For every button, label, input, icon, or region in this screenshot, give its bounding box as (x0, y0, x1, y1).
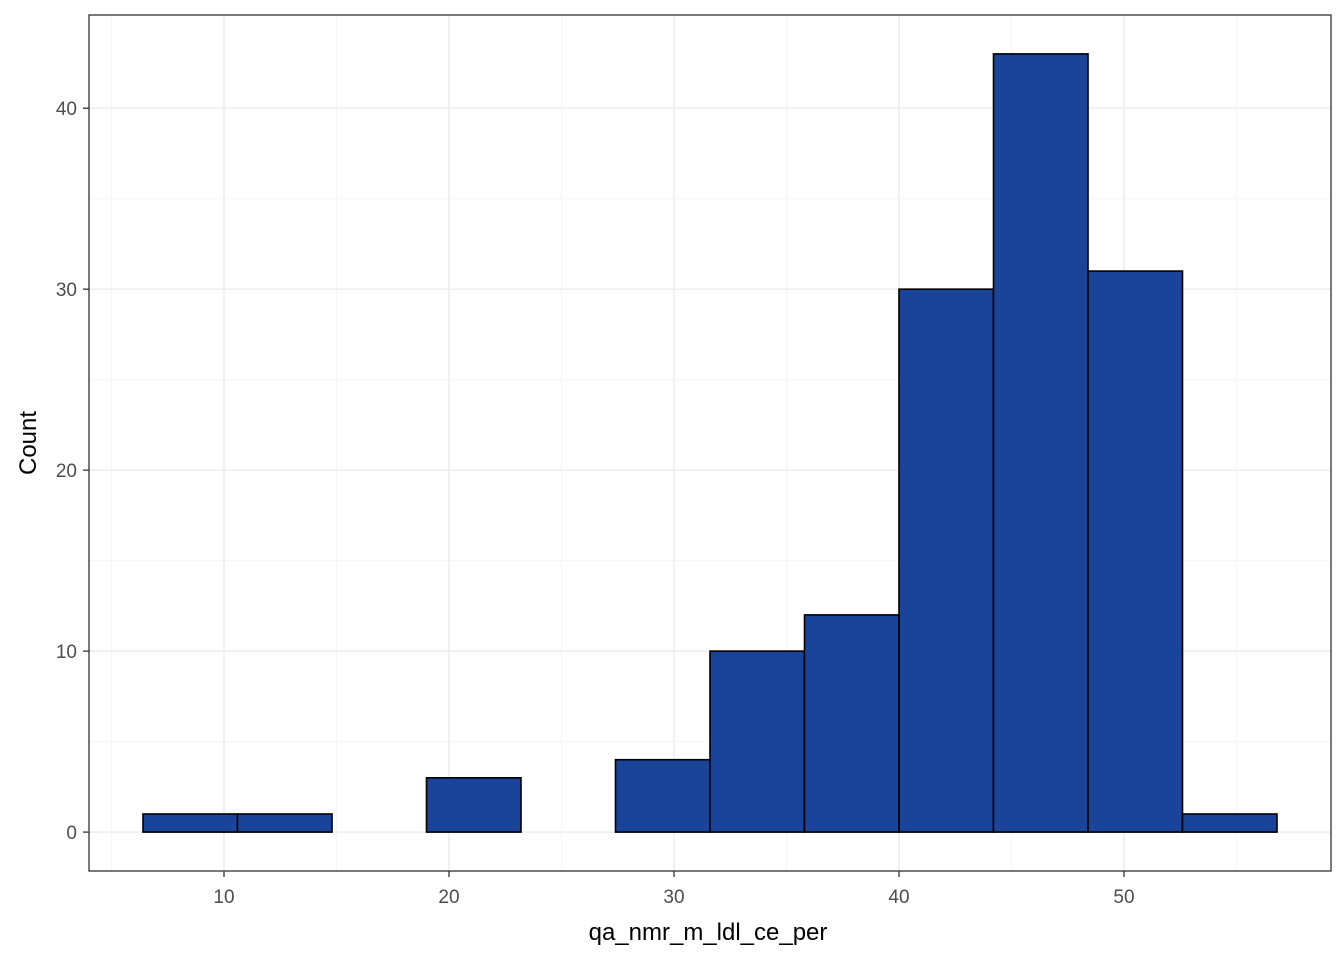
histogram-bar-1 (236, 813, 333, 833)
y-axis-ticks: 0 10 20 30 40 (56, 99, 89, 844)
histogram-bar-7 (803, 614, 900, 833)
histogram-bar-6 (709, 650, 806, 833)
histogram-bar-3 (425, 776, 522, 833)
y-tick-label: 30 (56, 280, 77, 301)
y-tick-label: 10 (56, 642, 77, 663)
x-tick-label: 20 (438, 887, 459, 908)
x-axis-ticks: 10 20 30 40 50 (213, 871, 1135, 908)
histogram-bar-0 (142, 813, 239, 833)
panel-border (88, 14, 1332, 872)
y-axis-title: Count (15, 411, 42, 475)
histogram-bar-9 (992, 53, 1089, 833)
x-axis-title: qa_nmr_m_ldl_ce_per (589, 919, 828, 946)
x-tick-label: 40 (888, 887, 909, 908)
histogram-bar-10 (1087, 270, 1184, 833)
histogram-bars (142, 53, 1278, 833)
histogram-bar-5 (614, 758, 711, 833)
y-tick-label: 20 (56, 461, 77, 482)
x-tick-label: 30 (663, 887, 684, 908)
x-tick-label: 10 (213, 887, 234, 908)
histogram-bar-8 (898, 288, 995, 833)
y-tick-label: 0 (66, 823, 77, 844)
y-tick-label: 40 (56, 99, 77, 120)
x-tick-label: 50 (1113, 887, 1134, 908)
histogram-bar-11 (1181, 813, 1278, 833)
